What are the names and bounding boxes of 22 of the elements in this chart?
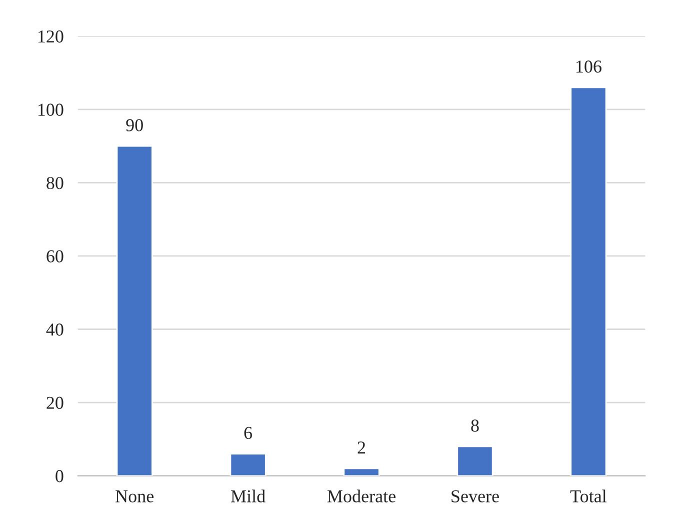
bar: [343, 468, 380, 476]
y-tick-label: 100: [38, 104, 64, 116]
y-tick-label: 40: [46, 324, 64, 336]
data-label: 8: [471, 420, 479, 432]
data-label: 2: [358, 442, 366, 454]
y-tick-label: 0: [56, 470, 64, 482]
data-label: 6: [244, 426, 252, 440]
x-tick-label: Severe: [452, 490, 499, 502]
y-tick-label: 20: [46, 396, 64, 409]
x-tick-label: Total: [570, 490, 607, 502]
bar: [116, 145, 153, 476]
y-tick-label: 60: [46, 250, 64, 262]
data-label: 90: [126, 119, 143, 132]
bar: [570, 86, 607, 476]
y-tick-label: 120: [38, 30, 64, 43]
bar: [230, 453, 266, 476]
x-tick-label: Mild: [231, 490, 266, 502]
x-tick-label: Moderate: [327, 490, 396, 502]
data-label: 106: [576, 60, 602, 73]
x-tick-label: None: [116, 490, 154, 502]
y-tick-label: 80: [46, 176, 64, 190]
bar: [456, 446, 494, 476]
